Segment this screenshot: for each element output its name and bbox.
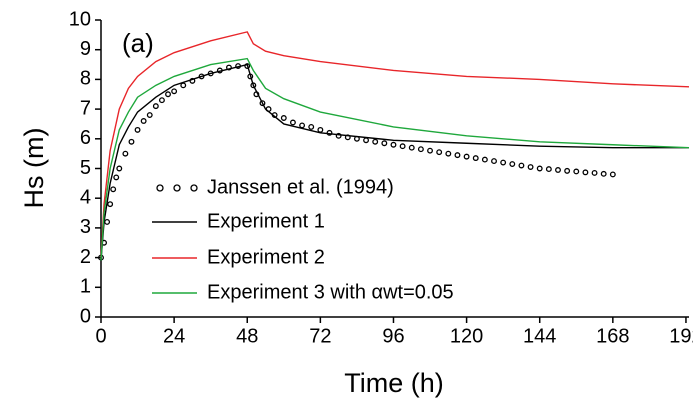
data-point (399, 143, 406, 150)
data-point (500, 159, 507, 166)
x-tick-label: 48 (236, 325, 258, 347)
data-point (445, 150, 452, 157)
x-tick-label: 0 (95, 325, 106, 347)
data-point (299, 122, 306, 129)
legend-marker (156, 184, 164, 192)
series-line (100, 31, 690, 258)
data-point (381, 140, 388, 147)
data-point (591, 170, 598, 176)
legend-label: Experiment 1 (207, 210, 325, 232)
data-point (308, 123, 315, 130)
data-point (317, 126, 324, 133)
x-tick-label: 168 (596, 325, 629, 347)
data-point (463, 153, 470, 160)
y-tick-label: 9 (80, 38, 91, 60)
data-point (134, 126, 141, 133)
data-point (555, 167, 561, 173)
data-point (472, 155, 479, 162)
data-point (280, 115, 287, 121)
x-tick-label: 24 (163, 325, 185, 347)
series-line (100, 63, 689, 261)
y-tick-label: 2 (80, 246, 91, 268)
data-point (582, 169, 589, 176)
data-point (335, 132, 342, 139)
x-tick-label: 72 (309, 325, 331, 347)
legend-marker (190, 184, 198, 192)
data-point (481, 156, 488, 163)
y-tick-label: 10 (69, 8, 91, 30)
x-tick-label: 96 (382, 325, 404, 347)
data-point (152, 103, 159, 110)
data-point (104, 219, 111, 225)
data-point (427, 147, 433, 154)
y-tick-label: 0 (80, 305, 91, 327)
data-point (180, 82, 187, 89)
data-point (527, 164, 534, 170)
data-point (198, 73, 205, 80)
legend-marker (173, 184, 181, 192)
data-point (244, 63, 251, 69)
y-tick-label: 1 (80, 276, 91, 298)
data-point (259, 100, 266, 107)
data-point (289, 119, 296, 126)
data-point (110, 186, 117, 193)
data-point (146, 112, 153, 118)
x-tick-label: 120 (450, 325, 483, 347)
series-line (100, 57, 690, 261)
data-point (128, 138, 135, 145)
data-point (536, 165, 543, 172)
y-tick-label: 6 (80, 127, 91, 149)
data-point (417, 146, 424, 153)
data-point (158, 97, 165, 104)
data-point (518, 162, 525, 169)
data-point (600, 170, 607, 177)
data-point (573, 168, 580, 175)
data-point (491, 158, 497, 165)
y-tick-label: 3 (80, 216, 91, 238)
data-point (509, 161, 516, 167)
x-tick-label: 144 (523, 325, 556, 347)
data-point (116, 165, 123, 172)
data-point (609, 171, 616, 178)
data-point (113, 174, 120, 181)
legend-label: Experiment 2 (207, 246, 325, 268)
y-tick-label: 7 (80, 97, 91, 119)
y-axis-title: Hs (m) (19, 128, 49, 209)
x-axis-title: Time (h) (344, 368, 444, 398)
data-point (189, 77, 196, 84)
data-point (122, 150, 129, 157)
data-point (140, 118, 147, 124)
data-point (436, 149, 443, 156)
y-tick-label: 5 (80, 157, 91, 179)
data-point (564, 167, 571, 174)
panel-label: (a) (122, 28, 154, 58)
legend-label: Janssen et al. (1994) (207, 176, 394, 198)
data-point (171, 88, 178, 95)
data-point (454, 152, 461, 159)
legend-label: Experiment 3 with αwt=0.05 (207, 281, 454, 303)
y-tick-label: 4 (80, 186, 91, 208)
data-point (372, 138, 379, 145)
data-point (226, 64, 232, 71)
data-point (165, 91, 171, 98)
y-tick-label: 8 (80, 68, 91, 90)
data-point (390, 141, 397, 148)
data-point (408, 144, 415, 151)
data-point (545, 166, 552, 173)
data-point (107, 201, 114, 208)
x-tick-label: 192 (669, 325, 693, 347)
data-point (363, 137, 370, 144)
